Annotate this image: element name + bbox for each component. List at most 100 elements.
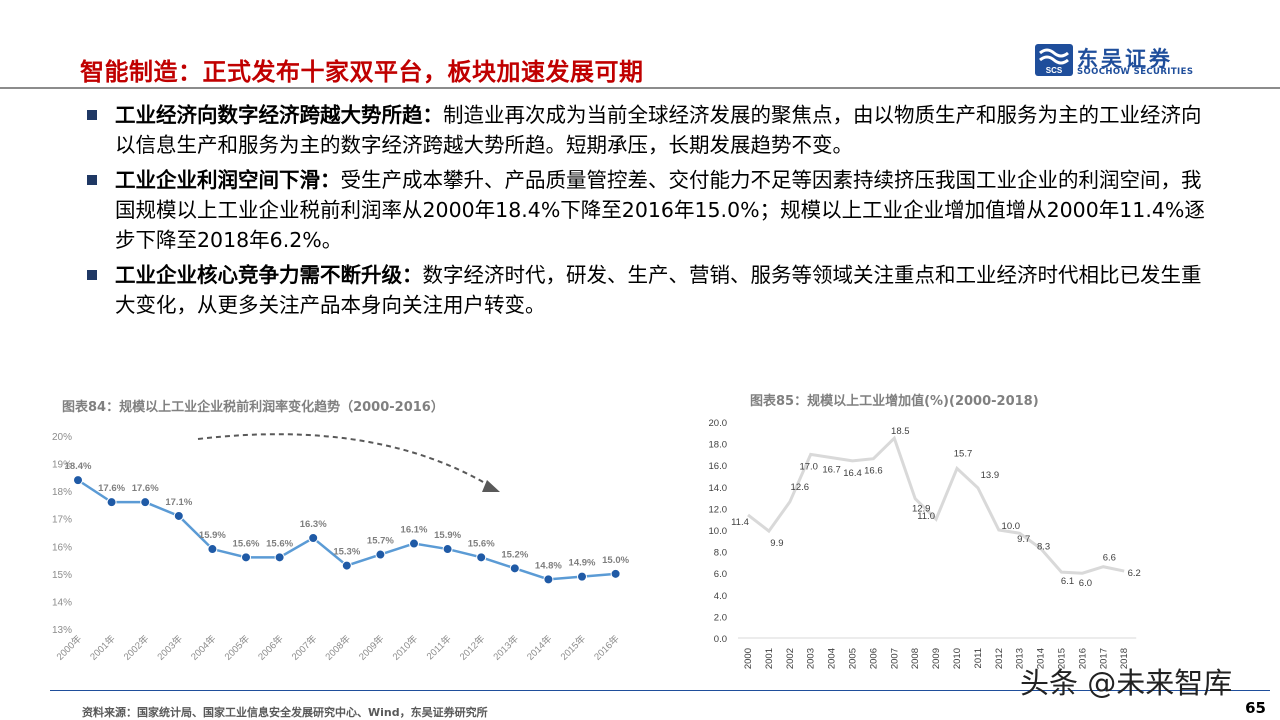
chart-title: 图表84：规模以上工业企业税前利润率变化趋势（2000-2016） (62, 400, 444, 415)
source-note: 资料来源：国家统计局、国家工业信息安全发展研究中心、Wind，东吴证券研究所 (82, 706, 488, 719)
profit-margin-chart-svg: 13% 14% 15% 16% 17% 18% 19% 20% 18.4% 17.6% 17.6% 1… (52, 432, 630, 663)
data-label: 15.6% (233, 538, 260, 549)
bullet-lead: 工业经济向数字经济跨越大势所趋： (115, 103, 443, 127)
x-tick-label: 2012年 (457, 632, 488, 663)
data-label: 15.6% (266, 538, 293, 549)
x-tick-label: 2003年 (155, 632, 186, 663)
bullet-item: 工业企业核心竞争力需不断升级：数字经济时代，研发、生产、营销、服务等领域关注重点… (85, 260, 1205, 320)
data-label: 9.9 (770, 538, 783, 549)
value-added-chart: 图表85：规模以上工业增加值(%)(2000-2018) 0.0 2.0 4.0 6.… (700, 388, 1160, 683)
bullet-square-icon (87, 270, 97, 280)
footer-divider (50, 690, 1270, 691)
data-point (543, 574, 554, 585)
data-label: 17.0 (799, 461, 818, 472)
data-label: 18.5 (891, 426, 910, 437)
x-tick-label: 2011 (973, 648, 984, 668)
data-label: 6.0 (1079, 578, 1092, 589)
data-point (207, 544, 218, 555)
y-tick-label: 14.0 (709, 483, 728, 494)
logo-mark-text: SCS (1046, 66, 1063, 75)
data-label: 14.9% (569, 558, 596, 569)
x-tick-label: 2013 (1015, 648, 1026, 669)
y-tick-label: 2.0 (714, 612, 727, 623)
data-point (241, 552, 251, 563)
x-tick-label: 2007 (889, 648, 900, 669)
data-point (375, 549, 386, 560)
data-point (409, 538, 419, 549)
data-point (577, 571, 587, 582)
x-tick-label: 2001年 (88, 632, 119, 663)
company-logo: SCS 东吴证券 SOOCHOW SECURITIES (1035, 44, 1220, 78)
data-label: 13.9 (981, 470, 1000, 481)
data-point (509, 563, 520, 574)
y-tick-label: 6.0 (714, 569, 727, 580)
bullet-lead: 工业企业利润空间下滑： (115, 168, 341, 192)
data-label: 15.7 (954, 448, 973, 459)
data-label: 18.4% (65, 461, 92, 472)
y-tick-label: 12.0 (709, 504, 728, 515)
data-point (106, 497, 117, 508)
x-tick-label: 2014年 (524, 632, 555, 663)
data-label: 17.1% (165, 497, 192, 508)
x-tick-label: 2002 (785, 648, 796, 669)
x-tick-label: 2018 (1119, 648, 1130, 669)
data-label: 10.0 (1002, 521, 1021, 532)
data-point (442, 544, 453, 555)
series-line (747, 435, 1125, 575)
data-label: 9.7 (1017, 534, 1030, 545)
y-tick-label: 19% (52, 460, 72, 471)
bullet-square-icon (87, 175, 97, 185)
bullet-text: 数字经济时代，研发、生产、营销、服务等领域关注重点和工业经济时代相比已发生重大变… (115, 263, 1202, 317)
bullet-text: 制造业再次成为当前全球经济发展的聚焦点，由以物质生产和服务为主的工业经济向以信息… (115, 103, 1202, 157)
x-tick-label: 2009年 (356, 632, 387, 663)
profit-margin-chart: 图表84：规模以上工业企业税前利润率变化趋势（2000-2016） 13% 14%… (50, 388, 670, 673)
data-point (308, 533, 319, 544)
x-tick-label: 2000年 (54, 632, 85, 663)
y-tick-label: 15% (52, 570, 72, 581)
x-tick-label: 2012 (994, 648, 1005, 669)
data-point (173, 510, 184, 521)
y-tick-label: 0.0 (714, 634, 727, 645)
x-tick-label: 2016年 (592, 632, 623, 663)
bullet-item: 工业经济向数字经济跨越大势所趋：制造业再次成为当前全球经济发展的聚焦点，由以物质… (85, 100, 1205, 160)
bullet-item: 工业企业利润空间下滑：受生产成本攀升、产品质量管控差、交付能力不足等因素持续挤压… (85, 165, 1205, 255)
data-label: 12.9 (912, 504, 931, 515)
logo-cn-text: 东吴证券 (1077, 47, 1173, 71)
data-label: 16.1% (401, 525, 428, 536)
title-divider (0, 87, 1280, 89)
data-label: 15.0% (602, 555, 629, 566)
y-tick-label: 4.0 (714, 591, 727, 602)
value-added-chart-svg: 0.0 2.0 4.0 6.0 8.0 10.0 12.0 14.0 16.0 18.0 20.0 1… (709, 418, 1141, 669)
data-label: 16.7 (822, 465, 841, 476)
y-tick-label: 18.0 (709, 440, 728, 451)
data-label: 17.6% (132, 483, 159, 494)
x-tick-label: 2000 (743, 648, 754, 669)
y-tick-label: 18% (52, 487, 72, 498)
chart-title: 图表85：规模以上工业增加值(%)(2000-2018) (750, 394, 1039, 409)
x-tick-label: 2004年 (188, 632, 219, 663)
x-tick-label: 2004 (827, 648, 838, 669)
y-tick-label: 20.0 (709, 418, 728, 429)
x-tick-label: 2005 (848, 648, 859, 669)
data-point (73, 475, 83, 486)
x-tick-label: 2011年 (424, 632, 454, 662)
logo-en-text: SOOCHOW SECURITIES (1077, 67, 1194, 77)
data-label: 15.9% (434, 530, 461, 541)
y-tick-label: 20% (52, 432, 72, 443)
x-tick-label: 2017 (1098, 648, 1109, 669)
x-tick-label: 2007年 (289, 632, 320, 663)
x-tick-label: 2001 (764, 648, 775, 669)
y-tick-label: 16.0 (709, 461, 728, 472)
data-label: 12.6 (791, 482, 810, 493)
data-label: 16.3% (300, 519, 327, 530)
x-tick-label: 2014 (1036, 648, 1047, 669)
data-label: 6.2 (1128, 568, 1141, 579)
trend-arrow (197, 433, 496, 490)
data-label: 11.0 (917, 511, 935, 522)
data-label: 15.6% (468, 538, 495, 549)
x-tick-label: 2003 (806, 648, 817, 669)
x-tick-label: 2008 (910, 648, 921, 669)
page-number: 65 (1245, 699, 1266, 717)
y-tick-label: 17% (52, 515, 72, 526)
trend-arrowhead-icon (482, 480, 500, 492)
